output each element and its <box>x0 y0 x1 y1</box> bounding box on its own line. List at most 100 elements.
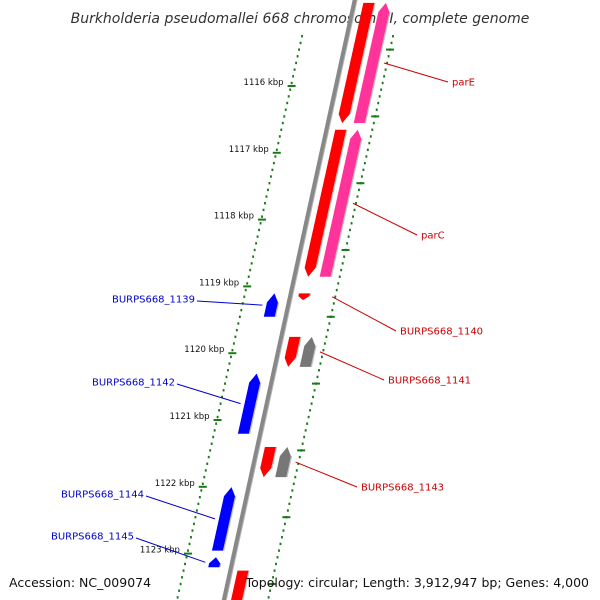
left-scale-dot <box>216 415 219 419</box>
left-scale-dot <box>278 135 281 138</box>
left-scale-dot <box>280 128 283 131</box>
right-scale-dot <box>366 148 369 151</box>
left-scale-dot <box>209 449 212 452</box>
right-scale-dot <box>334 295 337 298</box>
left-scale-dot <box>283 115 286 118</box>
left-scale-dot <box>289 88 292 91</box>
right-scale-dot <box>355 202 357 205</box>
left-scale-dot <box>188 542 191 546</box>
right-scale-dot <box>380 88 383 91</box>
left-scale-dot <box>271 168 274 172</box>
left-scale-dot <box>224 382 226 385</box>
right-scale-dot <box>325 335 328 339</box>
gene-burps668_1140 <box>298 293 310 301</box>
label-leader-parc <box>352 202 418 236</box>
right-scale-dot <box>278 549 280 552</box>
accession-text: Accession: NC_009074 <box>9 575 151 590</box>
gene-label-parc: parC <box>421 231 445 242</box>
left-scale-dot <box>210 442 213 445</box>
gene-label-burps668_1141: BURPS668_1141 <box>388 376 471 387</box>
right-scale-dot <box>298 455 301 459</box>
cds-pare-shade <box>364 11 391 124</box>
right-scale-dot <box>365 155 368 158</box>
cds-burps668_1143 <box>275 447 291 478</box>
right-scale-dot <box>390 41 393 45</box>
right-scale-dot <box>267 596 270 599</box>
left-scale-dot <box>201 482 204 485</box>
right-scale-dot <box>338 275 341 278</box>
left-scale-dot <box>238 315 241 318</box>
left-scale-dot <box>290 81 293 85</box>
left-scale-dot <box>221 395 224 399</box>
left-scale-dot <box>286 101 289 105</box>
label-leader-pare <box>383 62 449 83</box>
right-scale-dot <box>349 228 352 232</box>
gene-burps668_1142-shade <box>248 382 262 434</box>
right-scale-dot <box>341 262 344 265</box>
left-scale-dot <box>219 402 222 405</box>
left-scale-dot <box>250 262 253 265</box>
right-scale-dot <box>304 429 307 432</box>
right-scale-dot <box>312 395 315 399</box>
label-leader-burps668_1142 <box>176 383 241 405</box>
cds-burps668_1141-shade <box>310 345 317 367</box>
genome-summary-text: Topology: circular; Length: 3,912,947 bp… <box>245 575 589 590</box>
left-scale-dot <box>272 161 275 165</box>
map-title: Burkholderia pseudomallei 668 chromosome… <box>71 11 530 27</box>
left-scale-dot <box>252 255 255 258</box>
gene-parc <box>304 129 347 277</box>
gene-burps668_1140-shade <box>309 293 312 297</box>
left-scale-dot <box>225 375 228 379</box>
tick-label: 1119 kbp <box>199 278 239 288</box>
left-scale-dot <box>207 455 210 459</box>
left-scale-dot <box>265 195 268 198</box>
cds-burps668_1141 <box>299 336 316 367</box>
right-scale-dot <box>377 101 380 105</box>
right-scale-dot <box>337 282 340 285</box>
right-scale-dot <box>378 95 381 98</box>
left-scale-dot <box>296 55 299 58</box>
left-scale-dot <box>190 536 192 539</box>
gene-burps668_1143 <box>260 447 276 478</box>
left-scale-dot <box>178 589 181 592</box>
left-scale-dot <box>299 41 302 45</box>
right-scale-dot <box>283 522 286 526</box>
right-scale-dot <box>356 195 359 198</box>
right-scale-dot <box>291 489 294 492</box>
backbone-layer <box>221 0 358 600</box>
left-scale-dot <box>194 516 197 519</box>
gene-label-burps668_1145: BURPS668_1145 <box>51 532 134 543</box>
right-scale-dot <box>328 322 331 325</box>
right-scale-dot <box>276 556 279 559</box>
left-scale-dot <box>200 489 203 492</box>
right-scale-dot <box>297 462 300 465</box>
right-scale-dot <box>294 475 297 479</box>
left-scale-dot <box>255 242 258 245</box>
left-scale-dot <box>203 475 206 479</box>
left-scale-dot <box>232 342 235 345</box>
left-scale-dot <box>184 562 186 566</box>
right-scale-dot <box>306 422 309 425</box>
left-scale-dot <box>267 188 269 192</box>
left-scale-dot <box>249 268 252 272</box>
left-scale-dot <box>176 596 179 599</box>
right-scale-dot <box>360 175 363 178</box>
gene-burps668_1145-shade <box>219 563 222 568</box>
tick-layer: 1116 kbp 1117 kbp 1118 kbp 1119 kbp 1120 kbp… <box>140 35 395 599</box>
right-scale-dot <box>347 235 350 238</box>
left-scale-dot <box>269 175 272 178</box>
right-scale-dot <box>279 542 282 546</box>
label-leader-burps668_1140 <box>331 296 397 332</box>
right-scale-dot <box>301 442 304 445</box>
gene-burps668_1144 <box>211 487 236 551</box>
gene-label-burps668_1143: BURPS668_1143 <box>361 483 444 494</box>
left-scale-dot <box>215 422 218 425</box>
left-scale-dot <box>181 576 184 579</box>
right-scale-dot <box>392 35 394 38</box>
label-leader-burps668_1143 <box>295 461 358 488</box>
left-scale-dot <box>231 349 234 352</box>
left-scale-dot <box>259 222 262 225</box>
left-scale-dot <box>292 75 295 78</box>
right-scale-dot <box>371 128 374 131</box>
